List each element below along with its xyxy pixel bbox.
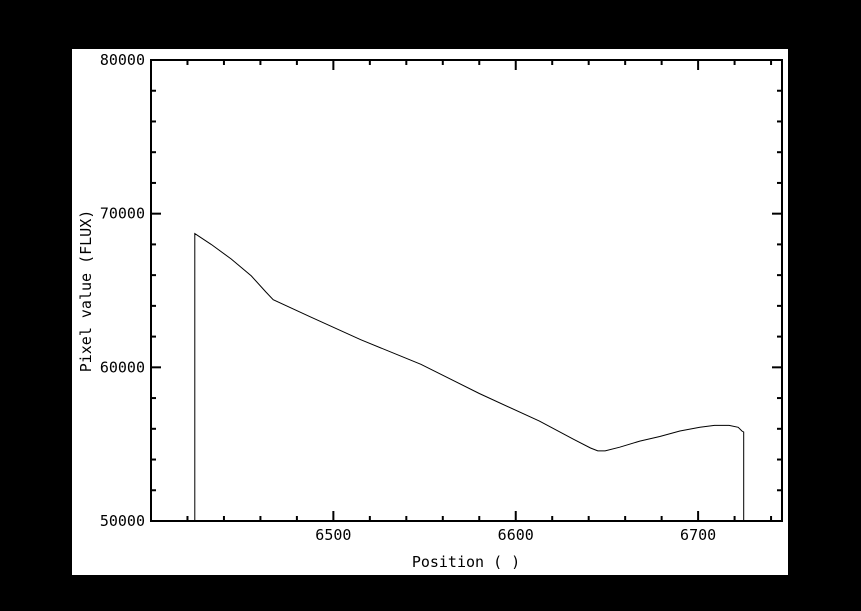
y-axis-title: Pixel value (FLUX) [77,210,95,373]
spectrum-line [194,232,745,521]
y-tick-label: 60000 [100,358,145,376]
axis-tick-labels: 6500 6600 6700 50000 60000 70000 80000 [100,51,716,544]
x-tick-label: 6700 [680,526,716,544]
y-tick-label: 70000 [100,205,145,223]
x-tick-label: 6600 [498,526,534,544]
plot-canvas [72,49,788,575]
plot-frame [150,59,783,522]
x-tick-label: 6500 [315,526,351,544]
x-axis-title: Position ( ) [412,553,520,571]
y-tick-label: 50000 [100,512,145,530]
y-tick-label: 80000 [100,51,145,69]
spectrum-curve-layer [194,232,745,521]
